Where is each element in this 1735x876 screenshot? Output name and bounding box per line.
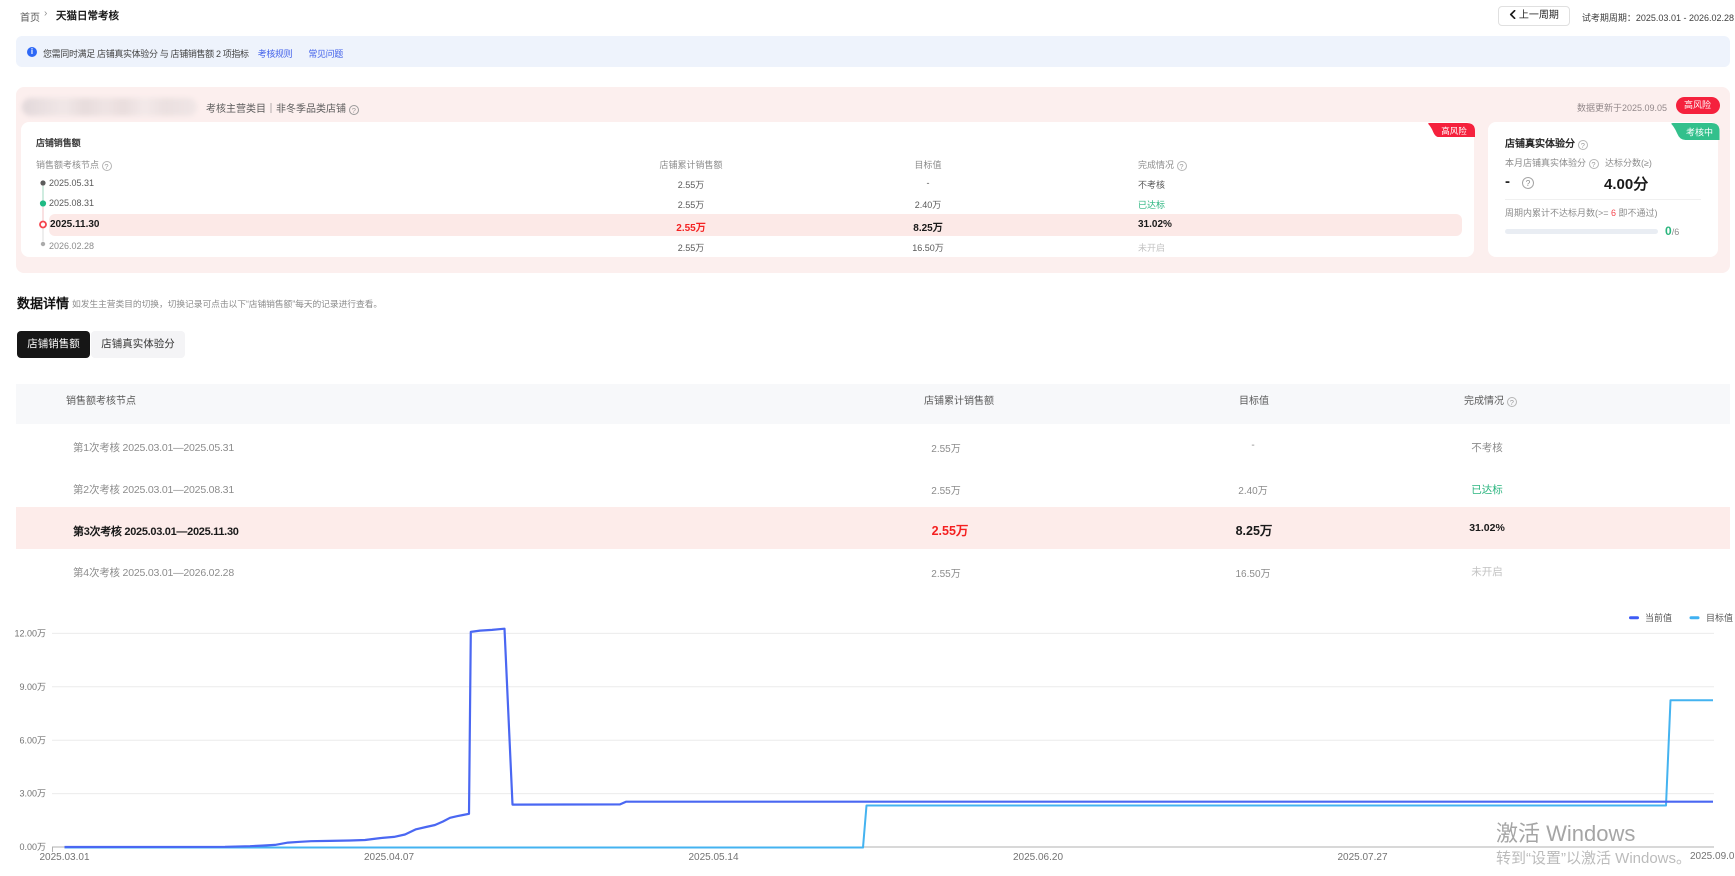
svg-text:2025.06.20: 2025.06.20	[1013, 852, 1063, 863]
svg-text:9.00万: 9.00万	[19, 682, 46, 692]
svg-text:3.00万: 3.00万	[19, 789, 46, 799]
svg-text:2025.03.01: 2025.03.01	[39, 852, 89, 863]
svg-text:2025.05.14: 2025.05.14	[688, 852, 738, 863]
svg-text:考核中: 考核中	[1686, 126, 1713, 137]
svg-text:0.00万: 0.00万	[19, 842, 46, 852]
svg-text:高风险: 高风险	[1441, 125, 1467, 135]
svg-text:2025.07.27: 2025.07.27	[1337, 852, 1387, 863]
svg-text:6.00万: 6.00万	[19, 735, 46, 745]
svg-text:2025.04.07: 2025.04.07	[364, 852, 414, 863]
svg-text:当前值: 当前值	[1645, 612, 1672, 623]
svg-text:目标值: 目标值	[1706, 612, 1733, 623]
svg-text:12.00万: 12.00万	[14, 629, 46, 639]
